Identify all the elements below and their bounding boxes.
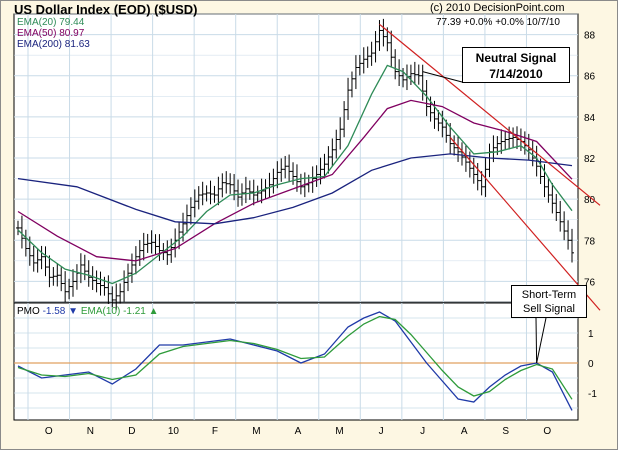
price-bars <box>16 18 574 311</box>
pmo-up-arrow-icon: ▲ <box>148 306 159 317</box>
pmo-legend: PMO -1.58 ▼ EMA(10) -1.21 ▲ <box>17 306 159 317</box>
price-y-tick-label: 84 <box>584 113 596 124</box>
pmo-label: PMO <box>17 306 40 317</box>
sell-signal-pointer-2 <box>536 317 547 364</box>
price-y-tick-label: 78 <box>584 236 596 247</box>
ema-line-2 <box>17 153 573 225</box>
ema-line-1 <box>17 99 573 262</box>
pmo-line-1 <box>17 315 573 400</box>
sell-signal-callout: Short-Term Sell Signal <box>511 285 587 318</box>
pmo-value: -1.58 <box>42 306 66 317</box>
ema50-legend: EMA(50) 80.97 <box>17 28 85 39</box>
x-tick-label: S <box>502 426 509 437</box>
price-y-tick-label: 82 <box>584 154 596 165</box>
x-tick-label: F <box>212 426 218 437</box>
sell-signal-pointer <box>535 317 538 364</box>
ema-line-0 <box>17 64 573 285</box>
channel-upper-line <box>379 23 601 206</box>
pmo-y-tick-label: 0 <box>588 359 594 370</box>
x-tick-label: J <box>420 426 425 437</box>
pmo-ema-value: -1.21 <box>123 306 146 317</box>
pmo-line-0 <box>17 311 573 411</box>
chart-credit: (c) 2010 DecisionPoint.com <box>430 2 565 14</box>
price-y-tick-label: 76 <box>584 277 596 288</box>
channel-lower-line <box>449 137 601 311</box>
neutral-signal-line2: 7/14/2010 <box>489 67 543 81</box>
x-tick-label: O <box>45 426 53 437</box>
price-y-tick-label: 88 <box>584 31 596 42</box>
x-tick-label: D <box>128 426 135 437</box>
price-y-tick-label: 86 <box>584 72 596 83</box>
ema200-legend: EMA(200) 81.63 <box>17 39 90 50</box>
x-tick-label: J <box>379 426 384 437</box>
x-tick-label: O <box>543 426 551 437</box>
x-tick-label: M <box>252 426 260 437</box>
sell-signal-line1: Short-Term <box>521 289 577 301</box>
x-tick-label: M <box>335 426 343 437</box>
x-tick-label: 10 <box>168 426 180 437</box>
neutral-signal-line1: Neutral Signal <box>475 51 557 65</box>
ema20-legend: EMA(20) 79.44 <box>17 17 85 28</box>
price-y-tick-label: 80 <box>584 195 596 206</box>
pmo-down-arrow-icon: ▼ <box>68 306 79 317</box>
sell-signal-line2: Sell Signal <box>523 303 575 315</box>
pmo-y-tick-label: -1 <box>588 389 597 400</box>
pmo-ema-label: EMA(10) <box>80 306 121 317</box>
neutral-signal-callout: Neutral Signal 7/14/2010 <box>462 47 570 83</box>
neutral-signal-pointer <box>422 71 463 83</box>
chart-stats: 77.39 +0.0% +0.0% 10/7/10 <box>436 17 560 28</box>
pmo-plot-area <box>13 302 579 421</box>
pmo-y-tick-label: 1 <box>588 329 594 340</box>
x-tick-label: A <box>295 426 302 437</box>
x-tick-label: N <box>87 426 94 437</box>
x-tick-label: A <box>461 426 468 437</box>
chart-title: US Dollar Index (EOD) ($USD) <box>14 2 198 17</box>
